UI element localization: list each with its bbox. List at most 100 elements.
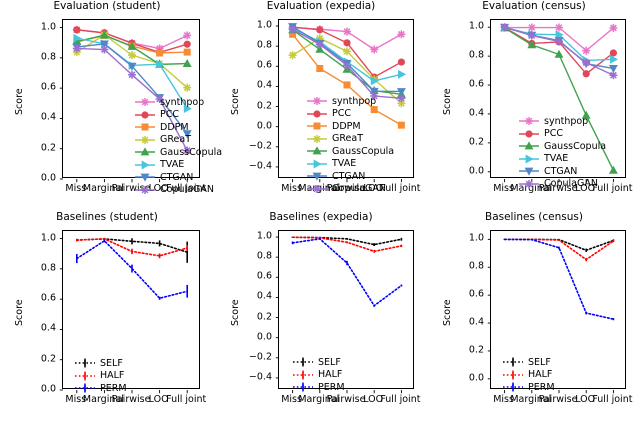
legend-label: DDPM (332, 120, 361, 132)
legend-item-synthpop[interactable]: synthpop (518, 115, 606, 128)
legend-label: PERM (528, 381, 555, 393)
x-tick-label: Pairwise (326, 394, 366, 405)
legend-item-TVAE[interactable]: TVAE (518, 153, 606, 166)
legend-item-synthpop[interactable]: synthpop (134, 96, 222, 109)
legend-swatch-SELF-icon (292, 356, 314, 368)
y-tick-label: 1.0 (256, 19, 272, 31)
y-tick-label: 0.0 (256, 331, 272, 343)
x-tick-label: Pairwise (326, 183, 366, 194)
y-tick-label: 0.8 (468, 260, 484, 272)
legend-swatch-synthpop-icon (306, 95, 328, 107)
legend-item-CTGAN[interactable]: CTGAN (518, 165, 606, 178)
x-tick-label: LOO (575, 183, 596, 194)
legend-swatch-TVAE-icon (518, 153, 540, 165)
legend-label: HALF (100, 370, 125, 382)
legend-swatch-DDPM-icon (134, 121, 156, 133)
legend-item-TVAE[interactable]: TVAE (134, 159, 222, 172)
legend-label: CTGAN (544, 165, 578, 177)
legend-label: PCC (160, 109, 179, 121)
y-tick-label: 0.0 (468, 372, 484, 384)
x-tick-label: Pairwise (538, 394, 578, 405)
x-tick-label: LOO (148, 394, 169, 405)
legend-label: PERM (100, 382, 127, 394)
legend-item-SELF[interactable]: SELF (74, 357, 127, 370)
legend-item-synthpop[interactable]: synthpop (306, 95, 394, 108)
y-tick-label: 0.2 (468, 136, 484, 148)
plot-canvas (487, 23, 619, 183)
x-tick-label: Marginal (82, 394, 124, 405)
legend-swatch-CopulaGAN-icon (518, 178, 540, 190)
legend-label: CopulaGAN (332, 183, 386, 195)
legend-item-HALF[interactable]: HALF (74, 370, 127, 383)
x-tick-label: Marginal (510, 183, 552, 194)
legend-item-HALF[interactable]: HALF (292, 369, 345, 382)
legend-item-GReaT[interactable]: GReaT (134, 134, 222, 147)
y-tick-label: 0.0 (256, 120, 272, 132)
legend-swatch-HALF-icon (74, 370, 96, 382)
y-tick-label: 0.6 (256, 59, 272, 71)
y-axis-label: Score (230, 298, 241, 326)
legend-item-PERM[interactable]: PERM (502, 381, 555, 394)
legend-swatch-DDPM-icon (306, 120, 328, 132)
legend-swatch-GaussCopula-icon (306, 145, 328, 157)
y-tick-label: 0.6 (40, 292, 56, 304)
legend-item-CopulaGAN[interactable]: CopulaGAN (134, 184, 222, 197)
legend-item-GReaT[interactable]: GReaT (306, 133, 394, 146)
legend-item-PCC[interactable]: PCC (518, 128, 606, 141)
legend-item-PCC[interactable]: PCC (306, 108, 394, 121)
legend-label: CopulaGAN (544, 178, 598, 190)
legend-label: HALF (318, 369, 343, 381)
legend-item-GaussCopula[interactable]: GaussCopula (134, 146, 222, 159)
x-tick-label: Miss (65, 394, 87, 405)
legend-item-SELF[interactable]: SELF (502, 356, 555, 369)
legend-item-SELF[interactable]: SELF (292, 356, 345, 369)
legend-label: PERM (318, 381, 345, 393)
y-tick-label: 0.6 (256, 270, 272, 282)
legend-label: synthpop (544, 115, 589, 127)
x-tick-label: Miss (493, 183, 514, 194)
legend-item-PERM[interactable]: PERM (292, 381, 345, 394)
legend-label: synthpop (332, 95, 377, 107)
y-tick-label: 0.4 (468, 107, 484, 119)
y-tick-label: −0.4 (248, 371, 272, 383)
y-tick-label: 0.8 (256, 250, 272, 262)
x-tick-label: Full joint (380, 394, 421, 405)
plot-canvas (59, 237, 188, 394)
legend-swatch-PERM-icon (502, 381, 524, 393)
legend-item-HALF[interactable]: HALF (502, 369, 555, 382)
legend-item-CopulaGAN[interactable]: CopulaGAN (306, 183, 394, 196)
series-GReaT (288, 34, 406, 108)
legend-item-TVAE[interactable]: TVAE (306, 158, 394, 171)
panel-title: Baselines (student) (56, 211, 158, 223)
legend-label: CTGAN (332, 170, 366, 182)
legend-item-DDPM[interactable]: DDPM (306, 120, 394, 133)
x-tick-label: Miss (281, 183, 302, 194)
plot-area (275, 19, 414, 183)
series-HALF (503, 238, 615, 262)
plot-canvas (59, 25, 192, 183)
legend-label: GaussCopula (332, 145, 395, 157)
legend-swatch-HALF-icon (502, 369, 524, 381)
plot-area (487, 19, 626, 183)
legend: synthpop PCC DDPM GReaT GaussCopula TVAE CTGAN… (306, 95, 394, 195)
plot-area (59, 19, 200, 183)
legend-swatch-PERM-icon (292, 381, 314, 393)
y-tick-label: 0.4 (40, 322, 56, 334)
x-tick-label: Full joint (592, 394, 633, 405)
legend-item-CTGAN[interactable]: CTGAN (306, 170, 394, 183)
legend-label: HALF (528, 369, 553, 381)
panel-evaluation-expedia: Evaluation (expedia) −0.4 −0.2 0.0 0.2 0.4 0.6… (214, 0, 428, 211)
legend-swatch-PCC-icon (134, 109, 156, 121)
legend: SELF HALF PERM (502, 356, 555, 394)
legend: synthpop PCC DDPM GReaT GaussCopula TVAE CTGAN… (134, 96, 222, 196)
legend-label: GaussCopula (544, 140, 607, 152)
legend-item-GaussCopula[interactable]: GaussCopula (518, 140, 606, 153)
legend-item-GaussCopula[interactable]: GaussCopula (306, 145, 394, 158)
legend-item-DDPM[interactable]: DDPM (134, 121, 222, 134)
legend-item-CTGAN[interactable]: CTGAN (134, 171, 222, 184)
legend-item-PERM[interactable]: PERM (74, 382, 127, 395)
legend-swatch-CTGAN-icon (134, 171, 156, 183)
legend-item-CopulaGAN[interactable]: CopulaGAN (518, 178, 606, 191)
legend-item-PCC[interactable]: PCC (134, 109, 222, 122)
series-CopulaGAN (500, 23, 618, 80)
